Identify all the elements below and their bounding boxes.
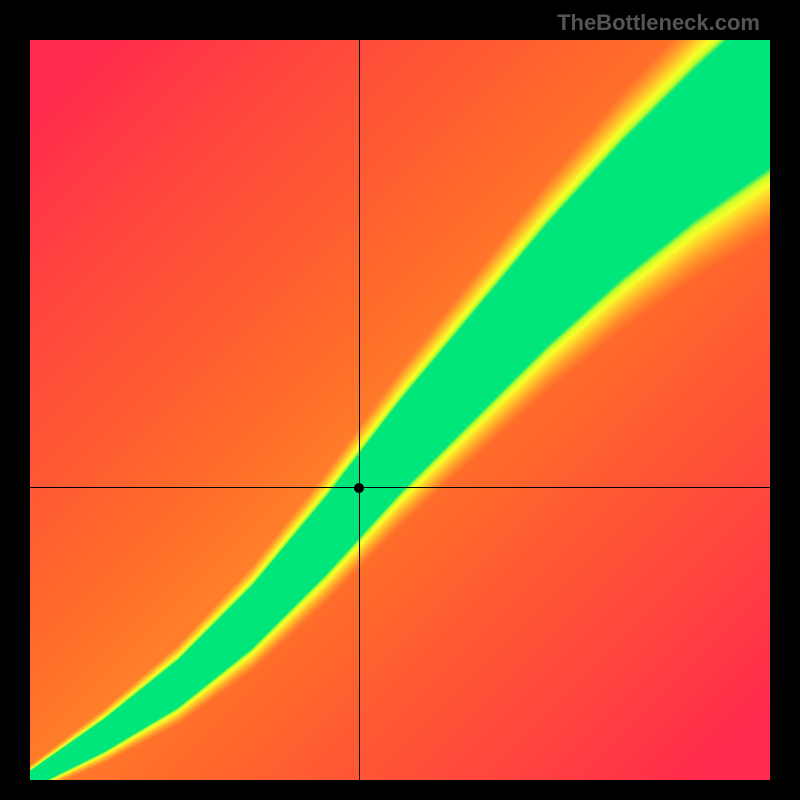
crosshair-horizontal: [30, 487, 770, 488]
plot-frame: [30, 40, 770, 780]
crosshair-vertical: [359, 40, 360, 780]
heatmap-canvas: [30, 40, 770, 780]
crosshair-dot: [354, 483, 364, 493]
watermark-text: TheBottleneck.com: [557, 10, 760, 36]
